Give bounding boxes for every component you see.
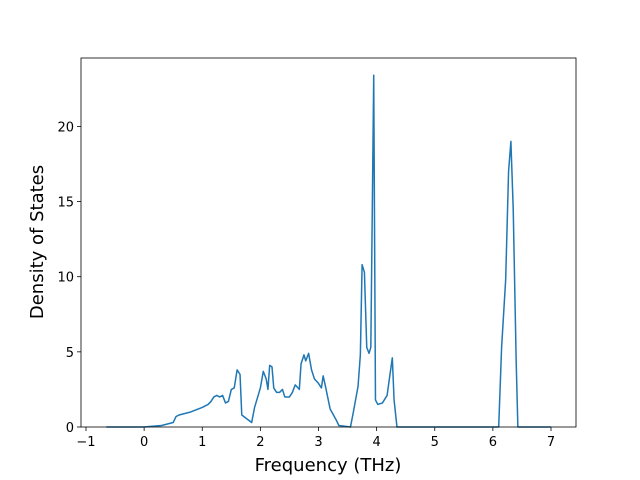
y-tick-label: 15 xyxy=(57,196,74,211)
x-axis-label: Frequency (THz) xyxy=(255,455,402,476)
y-tick-label: 20 xyxy=(57,120,74,135)
x-tick-label: 4 xyxy=(372,435,380,450)
x-tick-label: −1 xyxy=(76,435,95,450)
y-tick-label: 10 xyxy=(57,271,74,286)
x-tick-label: 1 xyxy=(198,435,206,450)
x-tick-label: 7 xyxy=(547,435,555,450)
x-tick-label: 2 xyxy=(256,435,264,450)
x-tick-label: 0 xyxy=(140,435,148,450)
y-tick-label: 0 xyxy=(66,421,74,436)
x-tick-label: 3 xyxy=(314,435,322,450)
plot-frame xyxy=(80,57,577,428)
y-tick-label: 5 xyxy=(66,346,74,361)
x-tick-label: 5 xyxy=(431,435,439,450)
line-series xyxy=(106,74,552,428)
x-tick-label: 6 xyxy=(489,435,497,450)
y-axis-label: Density of States xyxy=(27,165,48,319)
